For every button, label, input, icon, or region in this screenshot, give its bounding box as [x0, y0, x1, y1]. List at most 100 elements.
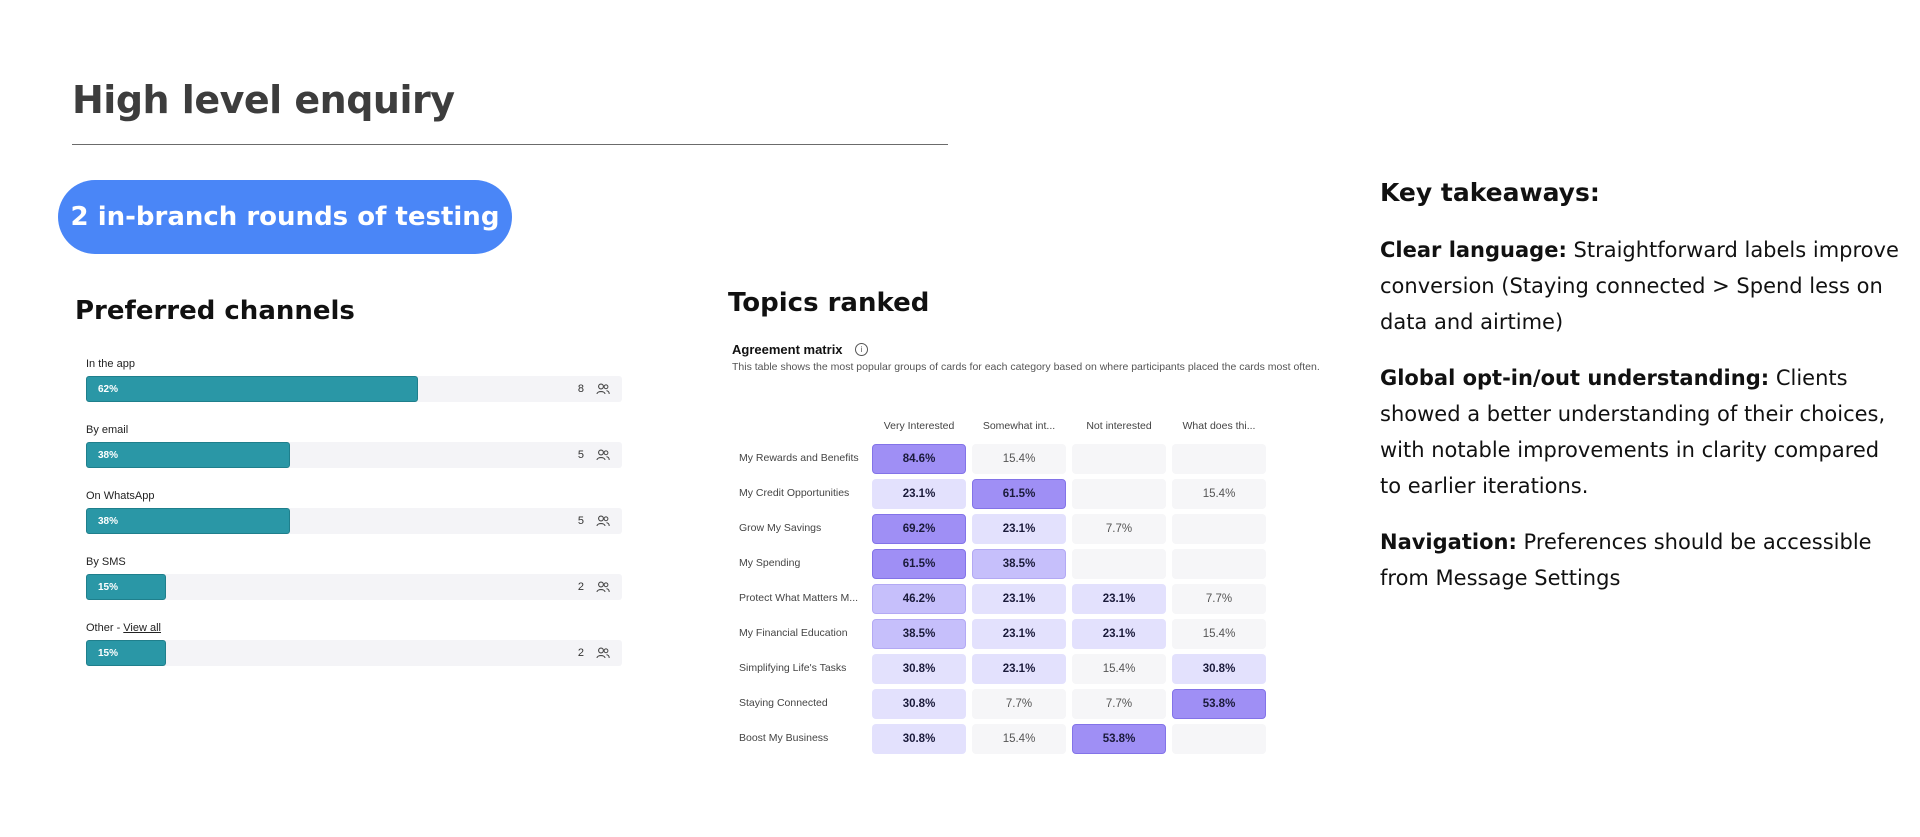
channel-label: By SMS	[86, 556, 126, 568]
page-title: High level enquiry	[72, 78, 455, 122]
title-divider	[72, 144, 948, 145]
channel-bar: 15%	[86, 574, 166, 600]
key-takeaways-list: Clear language: Straightforward labels i…	[1380, 232, 1900, 616]
matrix-column-header: Very Interested	[883, 420, 955, 432]
matrix-cell: 53.8%	[1172, 689, 1266, 719]
channel-label-text: On WhatsApp	[86, 490, 155, 502]
info-icon[interactable]: i	[855, 343, 868, 356]
channel-percent: 15%	[98, 582, 119, 593]
matrix-cell: 23.1%	[972, 584, 1066, 614]
channel-bar: 15%	[86, 640, 166, 666]
channel-bar: 62%	[86, 376, 418, 402]
channel-percent: 38%	[98, 450, 119, 461]
channel-label-text: In the app	[86, 358, 135, 370]
matrix-cell	[1072, 549, 1166, 579]
channel-count: 5	[577, 449, 584, 461]
matrix-cell	[1072, 444, 1166, 474]
matrix-cell: 23.1%	[1072, 584, 1166, 614]
matrix-cell	[1072, 479, 1166, 509]
matrix-cell: 23.1%	[872, 479, 966, 509]
channel-row: By email 38% 5	[86, 418, 622, 484]
matrix-row-label: Grow My Savings	[739, 522, 822, 534]
channel-label-text: By email	[86, 424, 129, 436]
matrix-cell: 23.1%	[972, 514, 1066, 544]
channel-bar-track: 38% 5	[86, 442, 622, 468]
view-all-link[interactable]: View all	[123, 622, 162, 634]
matrix-cell: 30.8%	[1172, 654, 1266, 684]
matrix-cell: 38.5%	[972, 549, 1066, 579]
matrix-cell: 38.5%	[872, 619, 966, 649]
takeaway-navigation: Navigation: Preferences should be access…	[1380, 530, 1872, 590]
matrix-row-label: Boost My Business	[739, 732, 829, 744]
matrix-cell	[1172, 724, 1266, 754]
people-icon	[596, 382, 610, 396]
channel-percent: 38%	[98, 516, 119, 527]
matrix-cell: 30.8%	[872, 654, 966, 684]
matrix-row-label: My Rewards and Benefits	[739, 452, 859, 464]
matrix-cell: 7.7%	[1172, 584, 1266, 614]
channel-bar-track: 15% 2	[86, 640, 622, 666]
channel-count: 8	[577, 383, 584, 395]
people-icon	[596, 514, 610, 528]
topics-ranked-heading: Topics ranked	[728, 288, 930, 318]
people-icon	[596, 448, 610, 462]
channel-row: By SMS 15% 2	[86, 550, 622, 616]
channel-label: By email	[86, 424, 128, 436]
matrix-cell: 7.7%	[1072, 514, 1166, 544]
matrix-cell: 30.8%	[872, 724, 966, 754]
matrix-column-header: Not interested	[1086, 420, 1152, 432]
channel-label-text: Other -	[86, 622, 124, 634]
channel-count: 2	[577, 647, 584, 659]
matrix-cell: 61.5%	[872, 549, 966, 579]
key-takeaways-heading: Key takeaways:	[1380, 178, 1600, 207]
agreement-matrix-title: Agreement matrix	[732, 342, 843, 357]
matrix-cell: 84.6%	[872, 444, 966, 474]
channel-row: On WhatsApp 38% 5	[86, 484, 622, 550]
matrix-cell: 7.7%	[1072, 689, 1166, 719]
matrix-cell	[1172, 444, 1266, 474]
matrix-cell: 23.1%	[972, 654, 1066, 684]
matrix-row-label: My Financial Education	[739, 627, 848, 639]
matrix-cell: 30.8%	[872, 689, 966, 719]
channel-percent: 62%	[98, 384, 119, 395]
channel-bar: 38%	[86, 508, 290, 534]
channel-bar-track: 62% 8	[86, 376, 622, 402]
takeaway-clear-language: Clear language: Straightforward labels i…	[1380, 238, 1899, 334]
channel-count: 5	[577, 515, 584, 527]
matrix-cell: 23.1%	[972, 619, 1066, 649]
preferred-channels-heading: Preferred channels	[75, 296, 355, 326]
channel-row: In the app 62% 8	[86, 352, 622, 418]
channel-bar: 38%	[86, 442, 290, 468]
matrix-cell: 15.4%	[972, 444, 1066, 474]
matrix-cell: 15.4%	[1072, 654, 1166, 684]
agreement-matrix-description: This table shows the most popular groups…	[732, 361, 1320, 373]
matrix-row-label: Protect What Matters M...	[739, 592, 859, 604]
matrix-row-label: Simplifying Life's Tasks	[739, 662, 847, 674]
testing-rounds-badge: 2 in-branch rounds of testing	[58, 180, 512, 254]
channel-label-text: By SMS	[86, 556, 126, 568]
people-icon	[596, 580, 610, 594]
matrix-column-header: What does thi...	[1182, 420, 1256, 432]
matrix-row-label: My Credit Opportunities	[739, 487, 850, 499]
people-icon	[596, 646, 610, 660]
matrix-cell: 23.1%	[1072, 619, 1166, 649]
channel-percent: 15%	[98, 648, 119, 659]
matrix-cell: 53.8%	[1072, 724, 1166, 754]
preferred-channels-chart: In the app 62% 8 By email 38% 5 On WhatsApp 38%…	[86, 352, 622, 682]
matrix-cell	[1172, 549, 1266, 579]
matrix-cell: 46.2%	[872, 584, 966, 614]
channel-row: Other - View all 15% 2	[86, 616, 622, 682]
matrix-cell: 69.2%	[872, 514, 966, 544]
matrix-cell: 15.4%	[1172, 479, 1266, 509]
matrix-cell	[1172, 514, 1266, 544]
matrix-row-label: Staying Connected	[739, 697, 828, 709]
channel-bar-track: 15% 2	[86, 574, 622, 600]
channel-label: In the app	[86, 358, 135, 370]
channel-label: Other - View all	[86, 622, 161, 634]
matrix-cell: 7.7%	[972, 689, 1066, 719]
matrix-row-label: My Spending	[739, 557, 801, 569]
takeaway-global-opt-in: Global opt-in/out understanding: Clients…	[1380, 366, 1886, 498]
channel-count: 2	[577, 581, 584, 593]
matrix-column-header: Somewhat int...	[982, 420, 1056, 432]
matrix-cell: 15.4%	[1172, 619, 1266, 649]
